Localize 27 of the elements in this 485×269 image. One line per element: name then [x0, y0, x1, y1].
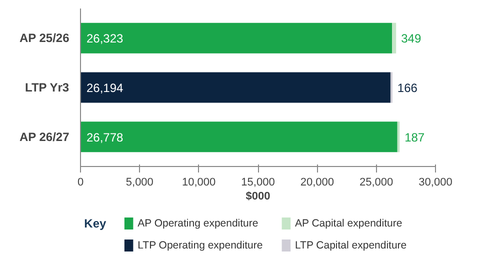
y-tick-label: AP 25/26 — [19, 31, 70, 46]
bar — [80, 122, 398, 152]
x-tick-label: 25,000 — [360, 176, 394, 188]
x-tick-label: 10,000 — [182, 176, 216, 188]
bar — [397, 122, 400, 152]
x-tick-label: 30,000 — [418, 176, 452, 188]
x-axis-title: $000 — [246, 190, 270, 202]
legend-label: LTP Operating expenditure — [138, 240, 263, 252]
data-label: 26,778 — [86, 130, 124, 144]
bar — [80, 22, 392, 54]
x-tick-label: 0 — [77, 176, 84, 188]
x-tick-label: 15,000 — [241, 176, 275, 188]
data-label: 187 — [404, 130, 425, 144]
data-label: 349 — [401, 32, 422, 46]
x-tick-label: 20,000 — [300, 176, 334, 188]
data-label: 26,194 — [86, 81, 124, 95]
x-tick-label: 5,000 — [126, 176, 154, 188]
data-label: 166 — [397, 81, 418, 95]
y-tick-label: AP 26/27 — [19, 130, 70, 144]
y-tick-label: LTP Yr3 — [25, 80, 70, 94]
bar — [392, 22, 396, 54]
legend-label: LTP Capital expenditure — [294, 240, 407, 252]
data-label: 26,323 — [86, 32, 124, 46]
bar — [80, 72, 390, 103]
legend-label: AP Operating expenditure — [138, 218, 258, 230]
legend-title: Key — [84, 216, 106, 230]
legend-label: AP Capital expenditure — [294, 218, 402, 230]
